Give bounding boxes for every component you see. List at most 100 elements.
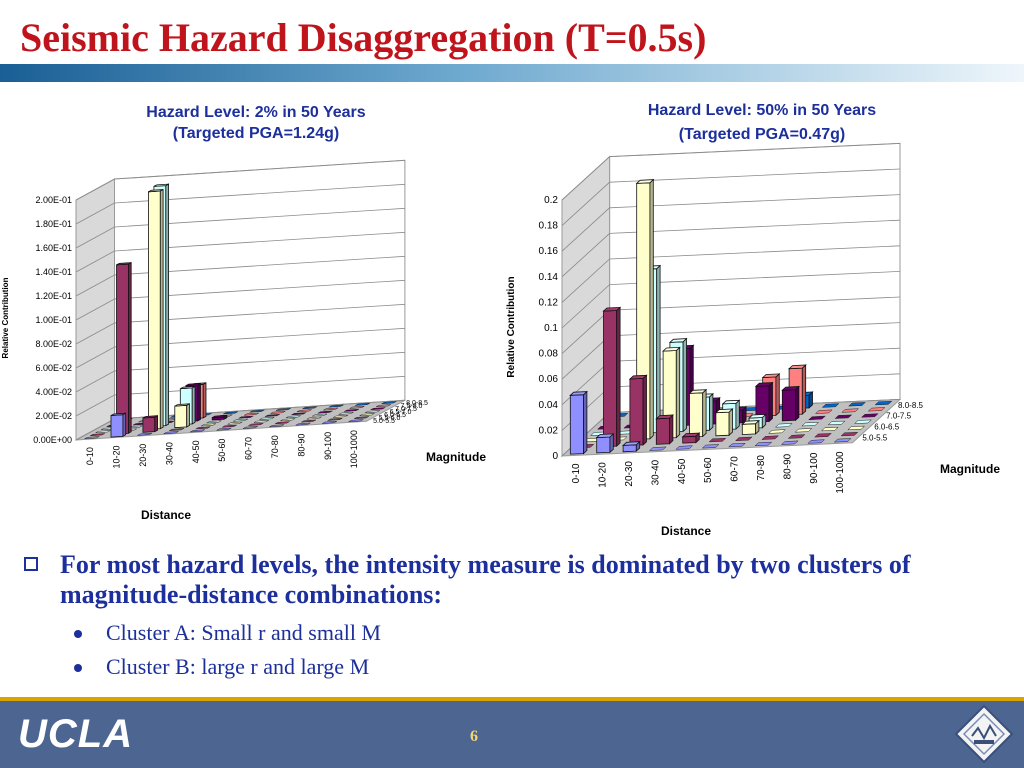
bar <box>110 412 127 438</box>
footer-bar <box>0 701 1024 768</box>
bar <box>780 440 799 445</box>
bar <box>801 422 820 427</box>
bar-base <box>794 428 813 433</box>
bar <box>794 428 813 433</box>
bar-base <box>95 430 111 434</box>
bar-top <box>714 408 734 414</box>
chart-50pct-in-50-years: Hazard Level: 50% in 50 Years (Targeted … <box>500 92 1024 544</box>
bar-base <box>814 409 833 414</box>
bar <box>190 429 206 433</box>
gridline <box>561 143 901 201</box>
bar-top <box>595 433 615 439</box>
sub-bullet: Cluster B: large r and large M <box>24 650 1004 684</box>
bar <box>854 419 872 424</box>
magnitude-tick-label: 8.0-8.5 <box>898 401 923 410</box>
y-tick-label: 0.04 <box>539 400 559 411</box>
bar <box>834 414 853 419</box>
bar <box>602 306 622 448</box>
bar-base <box>344 408 360 412</box>
bar-base <box>787 434 806 439</box>
bar-base <box>243 412 259 416</box>
bar <box>708 438 727 443</box>
bar <box>648 446 667 451</box>
y-tick-label: 0.02 <box>539 425 559 436</box>
bar <box>761 435 780 440</box>
magnitude-axis-label: Magnitude <box>940 462 1000 476</box>
bar-base <box>648 446 667 451</box>
y-tick-label: 4.00E-02 <box>35 387 72 397</box>
dot-bullet-icon <box>74 630 82 638</box>
bar-base <box>807 439 826 444</box>
bar <box>84 436 100 440</box>
bar-front <box>689 392 704 438</box>
bar-side <box>649 178 654 440</box>
dot-bullet-icon <box>74 664 82 672</box>
bar-base <box>264 414 280 417</box>
bar-top <box>174 403 190 407</box>
sub-bullet-text: Cluster A: Small r and small M <box>106 620 381 645</box>
bar <box>847 425 866 431</box>
bar-front <box>116 263 129 435</box>
bar-top <box>148 189 164 193</box>
gridline <box>75 231 405 273</box>
x-tick-label: 20-30 <box>624 461 635 487</box>
main-bullet: For most hazard levels, the intensity me… <box>24 550 1004 610</box>
bar <box>814 409 833 414</box>
bar-top <box>153 183 169 187</box>
gridline <box>75 279 405 321</box>
y-tick-label: 1.80E-01 <box>35 219 72 229</box>
bar-base <box>216 427 232 431</box>
magnitude-tick-label: 6.5-7.0 <box>390 409 412 416</box>
bar <box>137 432 153 436</box>
bar <box>216 427 232 431</box>
bar-top <box>748 413 767 419</box>
bar-top <box>761 373 781 379</box>
x-tick-label: 50-60 <box>703 457 714 483</box>
bar-base <box>820 427 839 432</box>
gridline <box>75 159 405 201</box>
y-tick-label: 2.00E-02 <box>35 411 72 421</box>
bar <box>595 432 615 454</box>
bar <box>243 412 259 416</box>
bar <box>781 385 800 422</box>
bar <box>147 188 164 430</box>
bar-base <box>291 412 307 416</box>
bar <box>714 408 734 437</box>
gridline <box>75 375 405 417</box>
bar <box>295 422 311 426</box>
bar <box>349 405 365 409</box>
bar-base <box>327 417 343 421</box>
magnitude-tick-label: 8.0-8.5 <box>406 400 428 407</box>
bar-base <box>328 404 344 408</box>
x-tick-label: 90-100 <box>323 432 333 460</box>
bar <box>248 423 264 426</box>
bar-side <box>702 388 707 438</box>
bar-front <box>569 394 584 455</box>
bar-base <box>223 411 239 415</box>
bar-top <box>721 399 741 405</box>
sub-bullet-text: Cluster B: large r and large M <box>106 654 370 679</box>
bar-side <box>154 415 159 433</box>
x-tick-label: 70-80 <box>756 455 767 481</box>
bar-base <box>854 419 872 424</box>
bar-top <box>116 262 132 266</box>
y-tick-label: 0.06 <box>539 374 559 385</box>
bar-base <box>306 416 322 420</box>
bar <box>375 404 391 408</box>
bar-side <box>775 373 780 417</box>
footer-accent-line <box>0 697 1024 701</box>
bar-base <box>206 420 222 424</box>
x-tick-label: 40-50 <box>677 458 688 484</box>
bar-base <box>821 403 840 408</box>
bar-side <box>768 381 773 423</box>
bullet-list: For most hazard levels, the intensity me… <box>24 550 1004 684</box>
bar <box>353 416 369 420</box>
bar-front <box>110 414 124 438</box>
bar-top <box>212 414 228 418</box>
bar <box>264 414 280 417</box>
gridline <box>75 183 405 225</box>
chart-plot: 0.00E+00 2.00E-02 4.00E-02 6.00E-02 8.00E-02… <box>1 159 486 522</box>
bar-base <box>232 418 248 422</box>
bar-top <box>662 346 681 352</box>
bar <box>142 415 159 433</box>
